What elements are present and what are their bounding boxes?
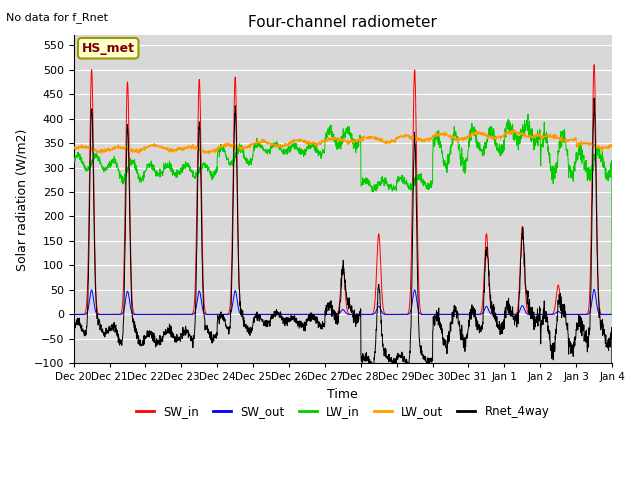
Title: Four-channel radiometer: Four-channel radiometer [248,15,437,30]
Legend: SW_in, SW_out, LW_in, LW_out, Rnet_4way: SW_in, SW_out, LW_in, LW_out, Rnet_4way [131,401,554,423]
X-axis label: Time: Time [328,388,358,401]
Text: HS_met: HS_met [82,42,135,55]
Text: No data for f_Rnet: No data for f_Rnet [6,12,108,23]
Y-axis label: Solar radiation (W/m2): Solar radiation (W/m2) [15,128,28,271]
